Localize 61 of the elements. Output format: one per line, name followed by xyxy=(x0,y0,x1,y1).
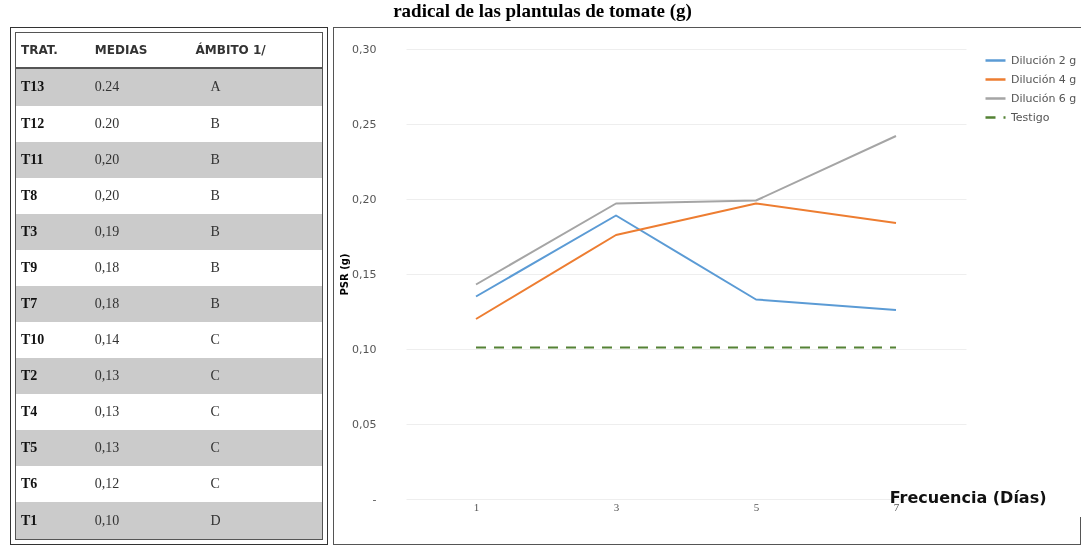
text: T11 xyxy=(15,141,90,178)
text: B xyxy=(209,258,221,277)
text: 0.24 xyxy=(89,67,191,106)
text: 0,19 xyxy=(89,213,191,250)
text: 0,13 xyxy=(89,430,191,467)
y-tick-label: - xyxy=(372,492,377,506)
text: T1 xyxy=(15,502,90,540)
y-tick-label: 0,20 xyxy=(352,192,377,206)
y-tick-label: 0,30 xyxy=(352,42,377,56)
text: 0,20 xyxy=(93,186,121,205)
text: C xyxy=(190,358,323,395)
text: 0,13 xyxy=(93,403,121,422)
legend-label: Dilución 2 g xyxy=(1011,53,1077,67)
text: T4 xyxy=(20,403,39,422)
text: B xyxy=(190,213,323,250)
category-label: ÁMBITO 1/ xyxy=(190,32,323,68)
x-tick-label: 3 xyxy=(613,500,620,513)
text: 0.20 xyxy=(93,114,121,133)
text: T6 xyxy=(20,475,39,494)
x-tick-label: 1 xyxy=(473,500,480,513)
text: 0,18 xyxy=(89,285,191,322)
category-label: TRAT. xyxy=(15,32,90,68)
text: D xyxy=(190,502,323,540)
text: B xyxy=(190,141,323,178)
line-series xyxy=(475,135,897,286)
text: B xyxy=(209,114,221,133)
text: C xyxy=(209,331,221,350)
text: C xyxy=(209,475,221,494)
x-tick-label: 5 xyxy=(753,500,760,513)
text: T13 xyxy=(15,67,90,106)
text: B xyxy=(209,186,221,205)
text: C xyxy=(190,430,323,467)
text: T10 xyxy=(20,331,46,350)
line-series xyxy=(475,214,897,311)
legend-label: Testigo xyxy=(1010,110,1050,124)
legend-label: Dilución 4 g xyxy=(1011,72,1077,86)
text: A xyxy=(190,67,323,106)
y-axis-title: PSR (g) xyxy=(339,253,351,296)
text: 0,20 xyxy=(89,141,191,178)
text: T12 xyxy=(20,114,46,133)
y-tick-label: 0,15 xyxy=(352,267,377,281)
y-tick-label: 0,25 xyxy=(352,117,377,131)
line-series xyxy=(475,202,897,320)
text: T7 xyxy=(15,285,90,322)
legend-label: Dilución 6 g xyxy=(1011,91,1077,105)
text: T3 xyxy=(15,213,90,250)
chart-title: radical de las plantulas de tomate (g) xyxy=(392,0,693,22)
y-tick-label: 0,05 xyxy=(352,417,377,431)
text: 0,14 xyxy=(93,331,121,350)
text: T5 xyxy=(15,430,90,467)
text: T9 xyxy=(20,258,39,277)
y-tick-label: 0,10 xyxy=(352,342,377,356)
text: 0,13 xyxy=(89,358,191,395)
text: 0,12 xyxy=(93,475,121,494)
text: B xyxy=(190,285,323,322)
text: C xyxy=(209,403,221,422)
text: T2 xyxy=(15,358,90,395)
category-label: MEDIAS xyxy=(89,32,191,68)
text: T8 xyxy=(20,186,39,205)
text: 0,18 xyxy=(93,258,121,277)
text: 0,10 xyxy=(89,502,191,540)
